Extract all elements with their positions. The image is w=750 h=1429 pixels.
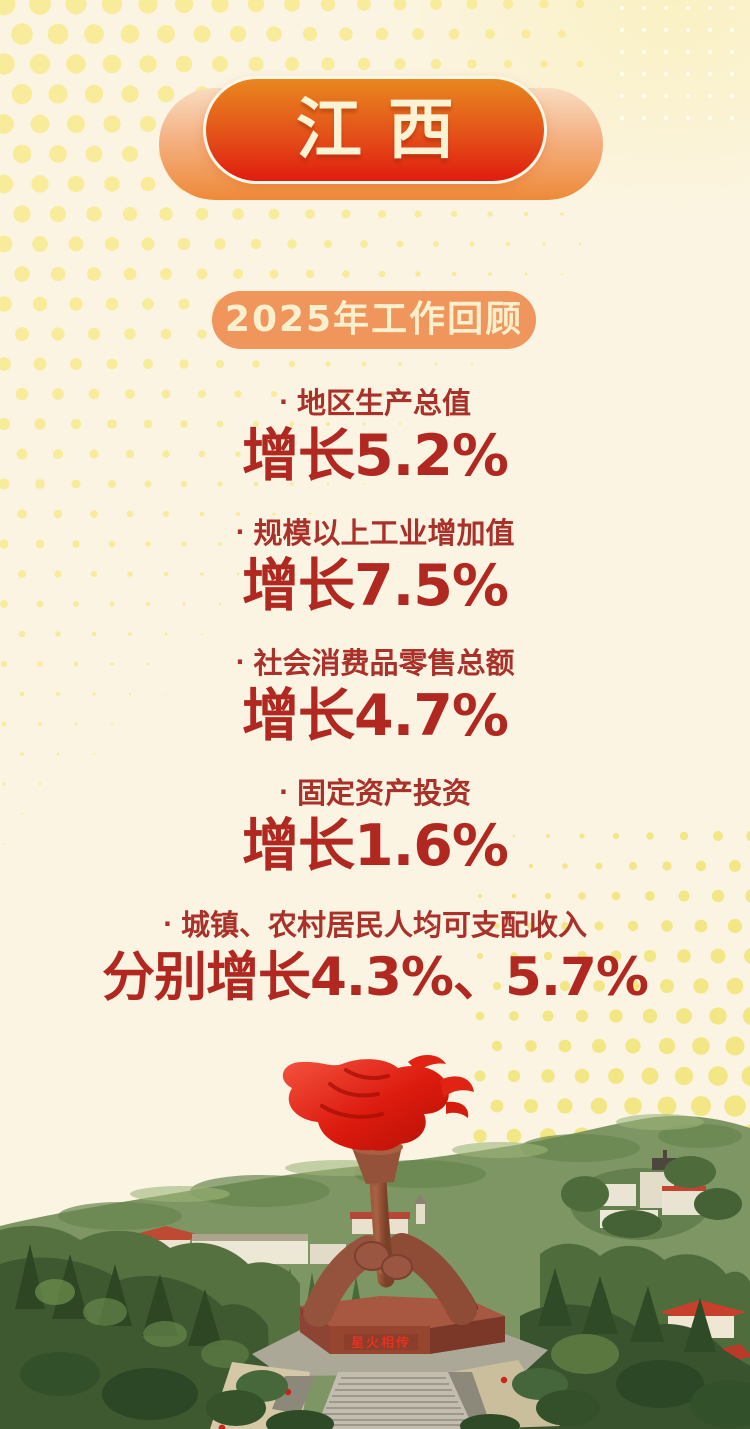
stat-item: · 城镇、农村居民人均可支配收入 分别增长4.3%、5.7% [0, 906, 750, 1009]
bullet-icon: · [278, 388, 289, 416]
bullet-icon: · [235, 648, 245, 676]
photo-torch-monument: 星火相传 [0, 1055, 750, 1429]
left-forest [0, 1225, 300, 1429]
torch-cup [352, 1146, 402, 1184]
stat-value: 增长5.2% [241, 423, 509, 489]
bullet-icon: · [162, 910, 173, 938]
stat-label: · 固定资产投资 [0, 774, 750, 811]
torch-sculpture [282, 1055, 478, 1327]
stat-value: 增长1.6% [241, 813, 509, 879]
stat-value: 分别增长4.3%、5.7% [102, 947, 649, 1008]
section-badge-label: 2025年工作回顾 [224, 299, 524, 340]
stat-value: 增长4.7% [241, 683, 509, 749]
stat-item: · 地区生产总值 增长5.2% [0, 384, 750, 487]
hillside-buildings [561, 1150, 742, 1240]
stat-item: · 固定资产投资 增长1.6% [0, 774, 750, 877]
stat-label: · 社会消费品零售总额 [0, 644, 750, 681]
stat-label-text: 城镇、农村居民人均可支配收入 [181, 908, 588, 942]
sculpted-hand [381, 1254, 413, 1280]
stat-label-text: 规模以上工业增加值 [253, 516, 515, 550]
stat-label-text: 地区生产总值 [297, 386, 472, 420]
stat-item: · 社会消费品零售总额 增长4.7% [0, 644, 750, 747]
bullet-icon: · [235, 518, 245, 546]
region-badge-label: 江西 [296, 91, 480, 168]
stat-value: 增长7.5% [241, 553, 509, 619]
monument-inscription: 星火相传 [351, 1335, 411, 1351]
torch-flame [282, 1055, 474, 1151]
bullet-icon: · [278, 778, 289, 806]
stat-item: · 规模以上工业增加值 增长7.5% [0, 514, 750, 617]
stat-label: · 城镇、农村居民人均可支配收入 [0, 906, 750, 943]
stat-label: · 地区生产总值 [0, 384, 750, 421]
stat-label: · 规模以上工业增加值 [0, 514, 750, 551]
stat-label-text: 固定资产投资 [297, 776, 472, 810]
section-badge: 2025年工作回顾 [212, 291, 536, 349]
foreground-trees [206, 1368, 600, 1429]
stair-steps [319, 1377, 469, 1426]
region-badge: 江西 [203, 76, 547, 184]
stat-label-text: 社会消费品零售总额 [253, 646, 515, 680]
